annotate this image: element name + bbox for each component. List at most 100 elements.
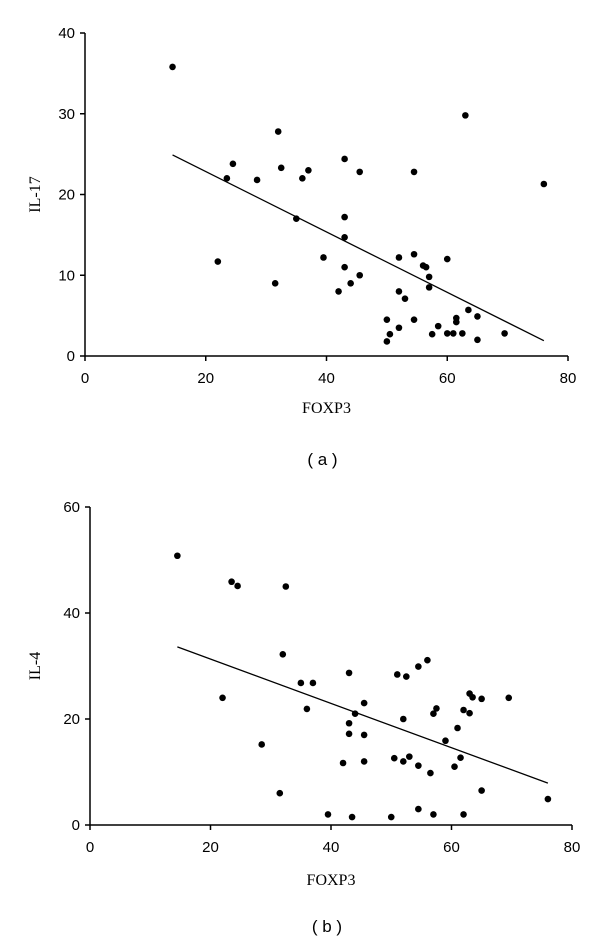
- data-point: [425, 284, 433, 291]
- y-tick-label: 0: [67, 348, 75, 365]
- data-point: [386, 330, 394, 338]
- data-point: [449, 330, 457, 337]
- data-point: [276, 789, 284, 797]
- data-point: [400, 758, 407, 765]
- data-point: [345, 719, 353, 727]
- data-point: [258, 741, 266, 748]
- data-point: [303, 705, 311, 713]
- data-point: [400, 715, 407, 723]
- data-point: [383, 316, 391, 323]
- data-point: [320, 254, 327, 261]
- data-point: [324, 811, 332, 818]
- data-point: [540, 180, 548, 188]
- x-axis-title: FOXP3: [307, 872, 356, 889]
- data-point: [459, 330, 466, 337]
- data-point: [460, 706, 467, 714]
- data-point: [415, 663, 422, 670]
- y-tick-label: 30: [58, 106, 75, 123]
- data-point: [214, 258, 222, 265]
- data-point: [501, 330, 508, 337]
- data-point: [345, 669, 353, 677]
- data-point: [341, 155, 348, 163]
- data-point: [360, 731, 368, 739]
- data-point: [462, 112, 469, 119]
- data-point: [410, 316, 418, 323]
- data-point: [219, 694, 226, 702]
- data-point: [228, 578, 235, 586]
- data-point: [443, 255, 451, 263]
- data-point: [277, 164, 285, 172]
- data-point: [169, 63, 176, 71]
- data-point: [428, 330, 436, 338]
- data-point: [390, 754, 398, 762]
- data-point: [433, 705, 440, 712]
- chart-panel-a: 0 10 20 30 40 0 20 40 60 80 FOXP3 IL-17 ( a ): [27, 25, 576, 469]
- data-point: [469, 693, 476, 701]
- chart-panel-b: 0 20 40 60 0 20 40 60 80 FOXP3 IL-4 ( b ): [27, 499, 580, 936]
- data-point: [351, 710, 359, 717]
- data-point: [474, 336, 481, 344]
- data-point: [345, 730, 353, 738]
- data-point: [505, 694, 513, 702]
- panel-label: ( a ): [307, 450, 337, 469]
- x-tick-label: 0: [86, 839, 94, 856]
- data-point: [430, 811, 437, 818]
- data-point: [395, 288, 403, 295]
- data-point: [282, 583, 290, 590]
- y-tick-label: 20: [58, 187, 75, 204]
- y-tick-label: 10: [58, 267, 75, 284]
- y-tick-label: 40: [58, 25, 75, 42]
- data-point: [360, 699, 368, 707]
- data-point: [430, 710, 437, 717]
- data-point: [383, 338, 391, 345]
- x-tick-label: 60: [439, 370, 456, 387]
- data-point: [229, 160, 237, 168]
- data-point: [425, 273, 433, 281]
- data-point: [478, 787, 485, 794]
- data-point: [401, 295, 409, 302]
- data-point: [474, 313, 481, 320]
- data-point: [406, 753, 413, 760]
- x-tick-label: 40: [323, 839, 340, 856]
- data-point: [387, 813, 395, 821]
- trend-line: [172, 154, 545, 342]
- data-point: [348, 813, 356, 821]
- data-point: [341, 233, 348, 241]
- data-point: [395, 324, 403, 332]
- data-point: [478, 695, 485, 703]
- data-point: [274, 128, 282, 135]
- trend-line: [177, 646, 549, 784]
- data-point: [299, 175, 306, 182]
- x-tick-label: 20: [202, 839, 219, 856]
- data-point: [442, 737, 449, 745]
- data-point: [305, 166, 312, 174]
- data-point: [465, 306, 472, 314]
- data-point: [451, 763, 458, 770]
- data-point: [309, 679, 317, 687]
- y-tick-label: 20: [63, 711, 80, 728]
- data-point: [271, 280, 279, 287]
- data-point: [174, 552, 181, 560]
- data-point: [279, 651, 287, 658]
- y-axis-title: IL-17: [27, 176, 44, 212]
- data-point: [339, 759, 347, 767]
- y-tick-label: 40: [63, 605, 80, 622]
- data-point: [297, 679, 305, 687]
- x-tick-label: 80: [564, 839, 581, 856]
- data-point: [234, 582, 241, 590]
- data-point: [422, 263, 430, 271]
- data-point: [434, 322, 442, 330]
- panel-label: ( b ): [312, 917, 342, 936]
- data-point: [335, 288, 342, 295]
- data-point: [454, 724, 461, 732]
- x-tick-label: 0: [81, 370, 89, 387]
- x-tick-label: 80: [560, 370, 577, 387]
- data-point: [360, 758, 368, 765]
- data-point: [453, 318, 460, 326]
- x-tick-label: 20: [197, 370, 214, 387]
- data-point: [403, 673, 410, 680]
- data-point: [356, 168, 364, 176]
- data-point: [341, 263, 348, 271]
- data-point: [293, 215, 300, 223]
